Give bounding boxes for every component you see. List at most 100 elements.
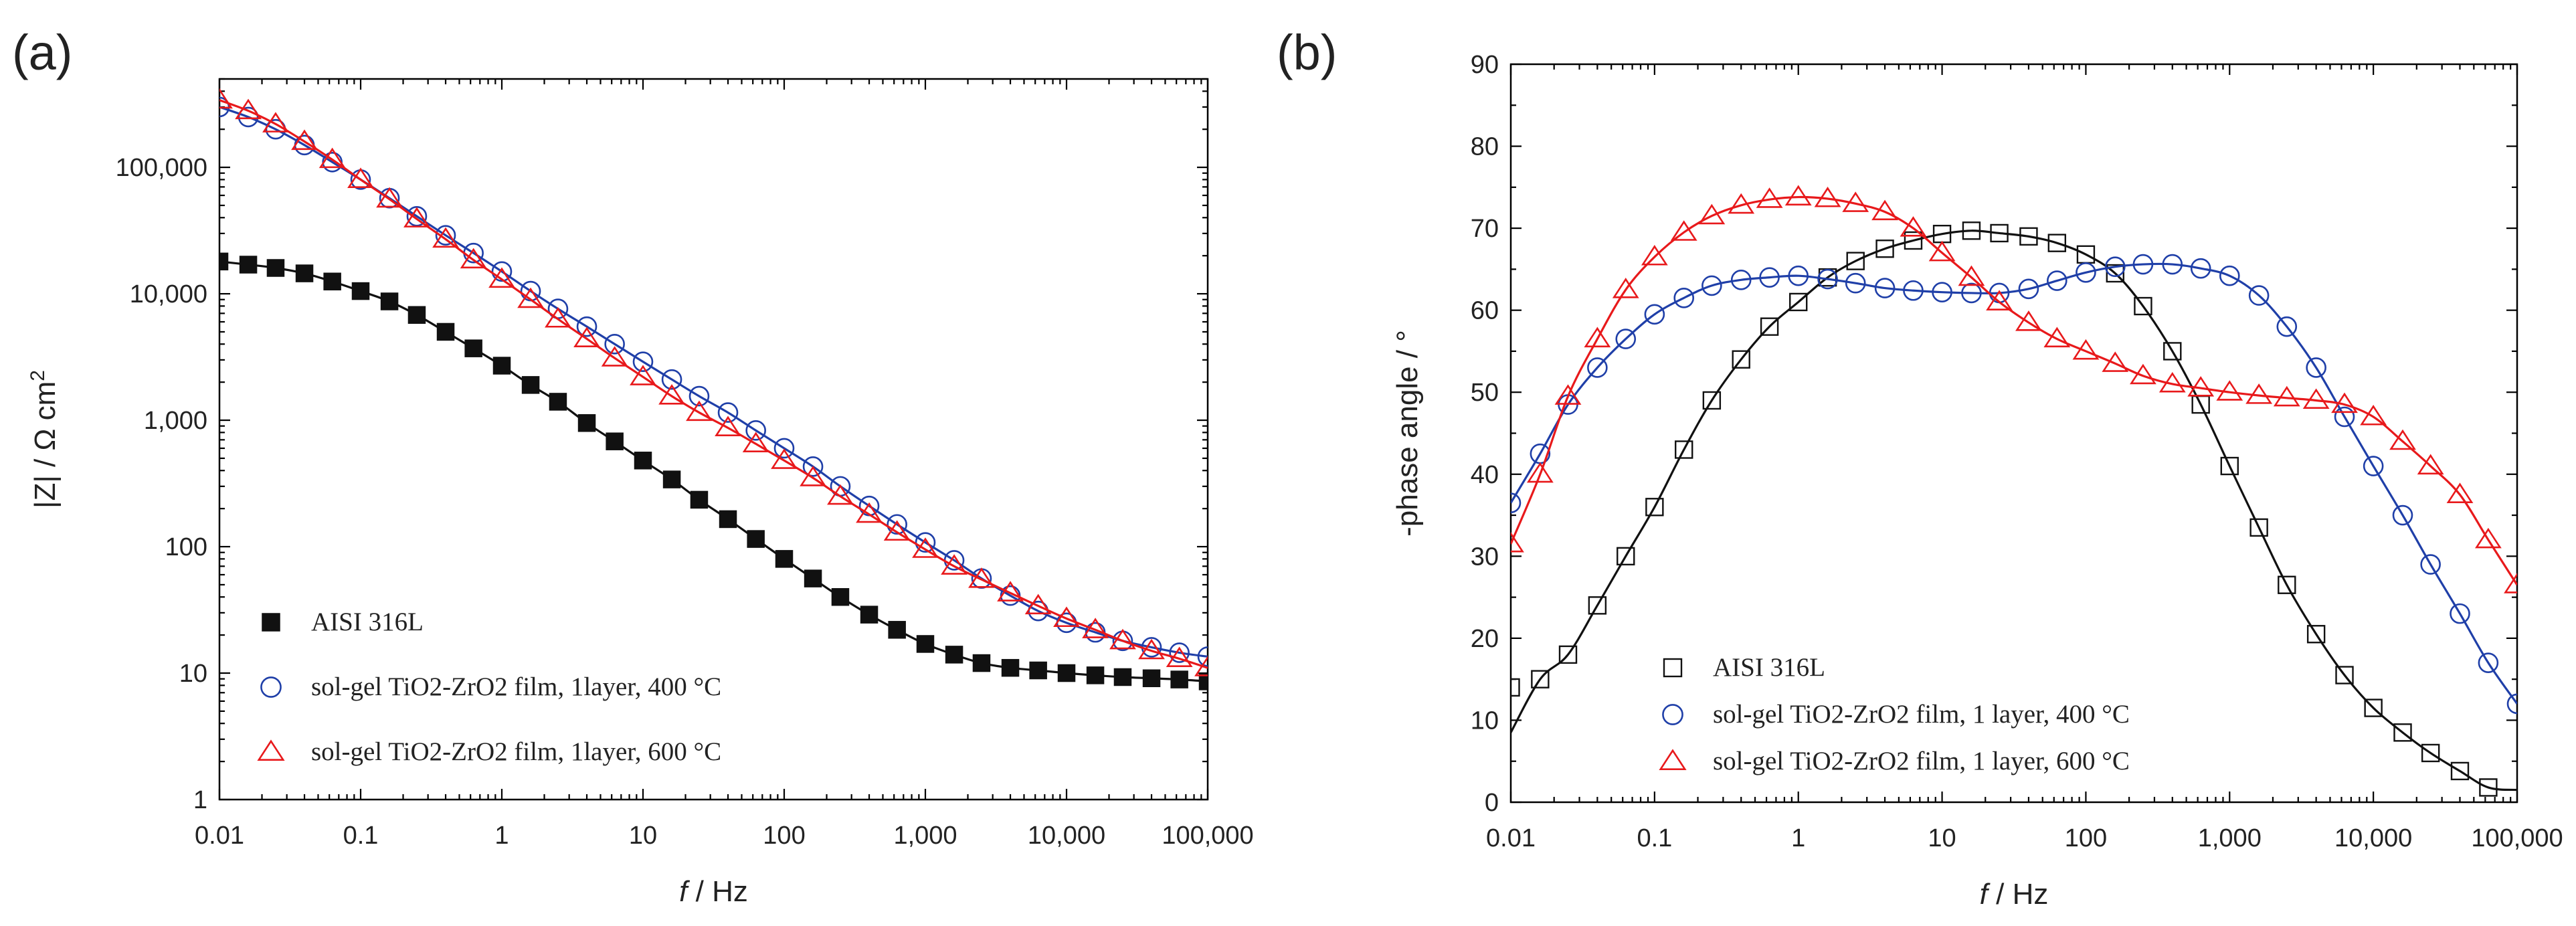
- data-point: [2019, 227, 2038, 246]
- data-point: [2273, 385, 2300, 407]
- data-point: [773, 438, 795, 459]
- data-point: [460, 248, 487, 269]
- y-tick-label: 40: [1471, 461, 1499, 489]
- data-point: [1903, 280, 1924, 301]
- data-point: [2219, 265, 2240, 286]
- data-point: [2072, 339, 2100, 360]
- x-tick-label: 10,000: [2334, 824, 2412, 852]
- data-point: [2102, 351, 2129, 372]
- y-tick-label: 90: [1471, 51, 1499, 79]
- data-point: [888, 621, 906, 639]
- y-tick-label: 100,000: [116, 154, 207, 182]
- data-point: [2130, 363, 2156, 385]
- data-point: [219, 88, 233, 109]
- data-point: [775, 550, 794, 568]
- data-point: [2187, 376, 2215, 397]
- data-point: [2420, 554, 2441, 575]
- data-point: [1198, 672, 1208, 690]
- data-point: [2334, 406, 2355, 428]
- data-point: [2134, 296, 2152, 316]
- data-point: [1587, 357, 1608, 378]
- data-point: [1932, 282, 1952, 303]
- data-point: [1817, 268, 1838, 290]
- y-axis-title: -phase angle / °: [1391, 330, 1424, 537]
- y-tick-label: 1,000: [144, 407, 207, 435]
- data-point: [407, 306, 426, 324]
- y-axis-title-text: -phase angle / °: [1391, 330, 1424, 537]
- data-point: [661, 369, 682, 390]
- data-point: [491, 261, 513, 282]
- data-point: [1814, 186, 1841, 207]
- data-point: [606, 432, 624, 450]
- data-point: [1612, 278, 1639, 298]
- data-point: [688, 385, 710, 407]
- data-point: [1558, 645, 1578, 664]
- series-3: [219, 88, 1208, 676]
- data-point: [2015, 310, 2042, 331]
- y-axis-title: |Z| / Ω cm2: [27, 370, 62, 508]
- data-point: [2104, 256, 2126, 278]
- data-point: [1588, 596, 1607, 615]
- data-point: [2306, 357, 2326, 378]
- x-axis-title-unit: / Hz: [687, 875, 747, 908]
- data-point: [1871, 199, 1898, 221]
- data-point: [1928, 240, 1956, 262]
- x-tick-label: 1,000: [893, 822, 957, 850]
- data-point: [545, 306, 571, 328]
- data-point: [2331, 392, 2358, 413]
- data-point: [883, 520, 911, 541]
- data-point: [517, 287, 544, 308]
- legend-marker: [1663, 658, 1683, 678]
- data-point: [771, 448, 798, 469]
- data-point: [1874, 278, 1896, 298]
- x-tick-label: 10: [629, 822, 657, 850]
- data-point: [1730, 270, 1752, 290]
- data-point: [2478, 652, 2499, 673]
- data-point: [1194, 656, 1208, 676]
- data-point: [1166, 646, 1193, 668]
- data-point: [2190, 258, 2211, 279]
- data-point: [2364, 699, 2383, 717]
- data-point: [1760, 317, 1779, 336]
- data-point: [376, 187, 403, 208]
- data-point: [630, 365, 656, 385]
- data-point: [2506, 693, 2517, 715]
- data-point: [1029, 661, 1047, 680]
- data-point: [2220, 456, 2239, 476]
- y-tick-label: 10: [1471, 707, 1499, 735]
- data-point: [1759, 267, 1780, 288]
- chart-panel-a: (a) 0.01 0.1 1 10 100 1,000 10,000 100,000 1 10 100…: [12, 25, 1254, 908]
- y-tick-label: 80: [1471, 133, 1499, 161]
- data-point: [2393, 723, 2412, 742]
- series-3: [1511, 185, 2517, 593]
- data-point: [2417, 454, 2444, 475]
- y-tick-label: 10,000: [130, 280, 207, 308]
- data-point: [1086, 666, 1105, 684]
- data-point: [2278, 575, 2296, 594]
- data-point: [323, 272, 341, 291]
- data-point: [1113, 668, 1132, 686]
- data-point: [238, 106, 259, 128]
- y-tick-label: 10: [179, 660, 207, 688]
- data-point: [347, 167, 374, 188]
- data-point: [1675, 440, 1693, 459]
- legend-marker: [257, 739, 285, 761]
- data-point: [2163, 342, 2182, 361]
- data-point: [1961, 282, 1982, 304]
- data-point: [1845, 272, 1866, 294]
- data-point: [1526, 462, 1554, 483]
- data-point: [1670, 220, 1697, 241]
- data-point: [912, 537, 939, 558]
- x-tick-label: 10,000: [1028, 822, 1105, 850]
- data-point: [1082, 618, 1109, 638]
- data-point: [1698, 203, 1726, 225]
- data-point: [2335, 666, 2354, 684]
- data-point: [1511, 531, 1524, 553]
- data-point: [747, 530, 765, 548]
- data-point: [219, 252, 229, 271]
- data-point: [1170, 670, 1188, 688]
- data-point: [1756, 187, 1783, 208]
- data-point: [972, 654, 991, 672]
- legend-marker: [262, 613, 280, 632]
